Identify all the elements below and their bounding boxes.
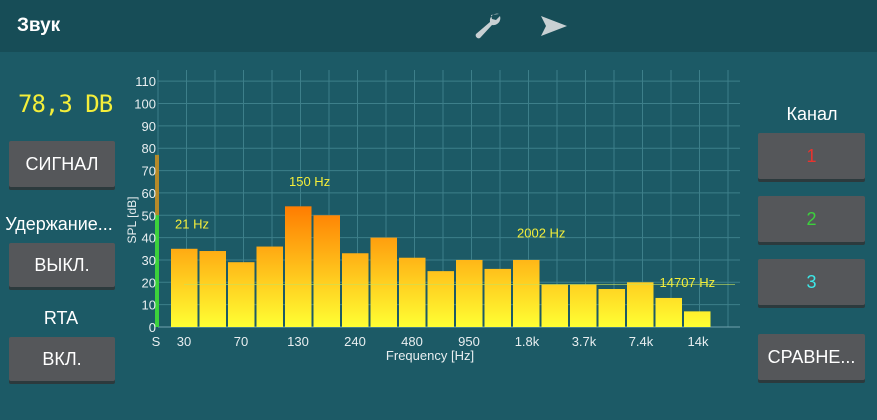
annotation-label: 2002 Hz: [517, 226, 565, 241]
channel-1-label: 1: [806, 145, 817, 166]
x-tick-label: S: [152, 334, 161, 349]
x-tick-label: 14k: [688, 334, 709, 349]
bar: [513, 259, 540, 327]
y-tick-label: 0: [149, 320, 156, 335]
bar: [342, 253, 369, 327]
channel-label: Канал: [786, 104, 838, 124]
x-tick-label: 7.4k: [629, 334, 654, 349]
compare-button[interactable]: СРАВНЕ...: [758, 334, 865, 380]
y-tick-label: 60: [142, 186, 156, 201]
bar: [541, 284, 568, 327]
bar: [570, 284, 597, 327]
y-tick-label: 110: [135, 74, 156, 89]
chart-annotations: 21 Hz 150 Hz 2002 Hz 14707 Hz: [175, 174, 715, 290]
y-tick-labels: 0 10 20 30 40 50 60 70 80 90 100 110: [134, 74, 156, 335]
bar: [598, 289, 625, 327]
x-tick-label: 70: [234, 334, 248, 349]
y-tick-label: 10: [142, 298, 156, 313]
channel-2-button[interactable]: 2: [758, 196, 865, 242]
bar: [399, 257, 426, 327]
x-tick-label: 240: [344, 334, 366, 349]
channel-1-button[interactable]: 1: [758, 133, 865, 179]
rta-label: RTA: [43, 308, 79, 328]
y-tick-label: 100: [134, 97, 156, 112]
bar: [370, 237, 397, 327]
signal-button[interactable]: СИГНАЛ: [9, 141, 115, 187]
y-tick-label: 30: [142, 253, 156, 268]
level-meter: [155, 154, 159, 327]
x-tick-label: 1.8k: [515, 334, 540, 349]
channel-2-label: 2: [806, 208, 817, 229]
hold-toggle-button[interactable]: ВЫКЛ.: [9, 243, 115, 287]
chart-bars: [171, 206, 735, 327]
x-tick-label: 480: [401, 334, 423, 349]
hold-label: Удержание...: [5, 214, 113, 234]
y-tick-label: 50: [142, 208, 156, 223]
annotation-label: 21 Hz: [175, 217, 209, 232]
bar: [484, 268, 511, 327]
bar: [313, 215, 340, 327]
level-meter-peak: [155, 154, 159, 216]
app-bar: Звук: [0, 0, 877, 52]
bar: [199, 251, 226, 327]
annotation-label: 150 Hz: [289, 174, 330, 189]
wrench-icon[interactable]: [471, 10, 505, 42]
bar: [256, 246, 283, 327]
x-tick-label: 30: [177, 334, 191, 349]
bar: [456, 259, 483, 327]
y-tick-label: 90: [142, 119, 156, 134]
y-axis-label: SPL [dB]: [125, 197, 139, 244]
x-tick-label: 130: [287, 334, 309, 349]
spl-readout: 78,3 DB: [18, 90, 113, 118]
x-tick-label: 950: [458, 334, 480, 349]
page-title: Звук: [17, 15, 61, 36]
channel-3-label: 3: [806, 271, 817, 292]
bar: [285, 206, 312, 327]
annotation-label: 14707 Hz: [660, 275, 716, 290]
x-tick-labels: S 30 70 130 240 480 950 1.8k 3.7k 7.4k 14k: [152, 334, 709, 349]
bar: [228, 262, 255, 327]
bar: [427, 271, 454, 327]
rta-toggle-button[interactable]: ВКЛ.: [9, 337, 115, 381]
send-icon[interactable]: [537, 10, 571, 42]
y-tick-label: 80: [142, 141, 156, 156]
y-tick-label: 40: [142, 231, 156, 246]
y-tick-label: 20: [142, 275, 156, 290]
bar: [655, 297, 682, 327]
bar: [627, 282, 654, 327]
bar: [171, 248, 198, 327]
y-tick-label: 70: [142, 164, 156, 179]
x-tick-label: 3.7k: [572, 334, 597, 349]
bar: [684, 311, 711, 327]
channel-3-button[interactable]: 3: [758, 259, 865, 305]
x-axis-label: Frequency [Hz]: [386, 348, 474, 363]
